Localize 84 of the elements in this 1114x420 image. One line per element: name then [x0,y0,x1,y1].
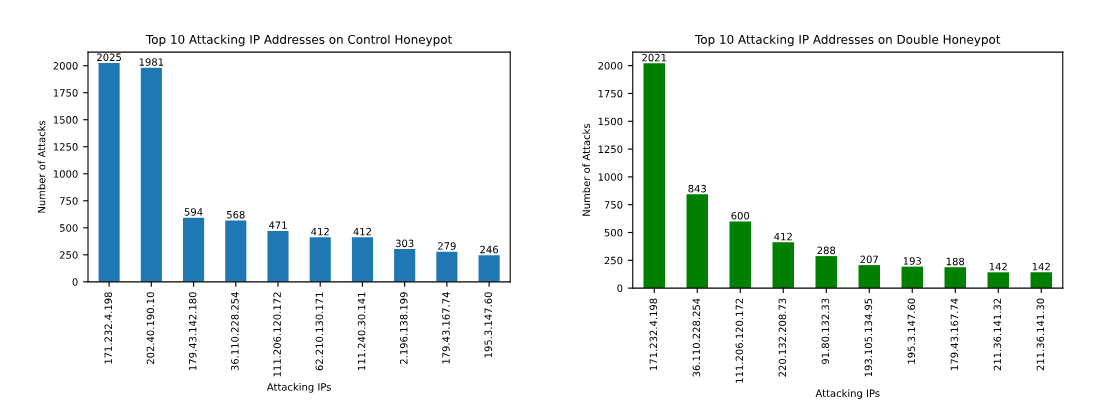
x-tick-label: 202.40.190.10 [146,292,155,364]
data-label: 412 [774,232,792,241]
y-tick-label: 0 [617,284,623,293]
data-label: 207 [860,255,878,264]
data-label: 600 [731,211,750,220]
bar [643,63,665,289]
bar [858,265,880,289]
data-label: 142 [1032,262,1050,271]
bar [815,256,837,289]
x-tick-label: 111.206.120.172 [273,292,281,377]
data-label: 471 [268,221,287,229]
data-label: 568 [227,210,245,219]
x-tick-label: 111.206.120.172 [735,298,744,383]
y-tick-label: 1750 [53,89,78,97]
data-label: 303 [395,239,414,248]
x-tick-label: 36.110.228.254 [231,292,239,371]
x-tick-label: 211.36.141.32 [993,298,1002,371]
x-axis-title: Attacking IPs [815,389,880,399]
chart-title: Top 10 Attacking IP Addresses on Control Honeypot [145,34,452,47]
bar [436,251,458,282]
data-label: 2021 [642,53,667,62]
y-tick-label: 1000 [53,170,78,178]
y-tick-label: 750 [604,201,623,209]
data-label: 412 [353,227,371,236]
data-label: 1981 [139,58,164,66]
x-tick-label: 179.43.167.74 [950,298,959,370]
y-axis-title: Number of Attacks [37,120,46,213]
bar [309,237,331,282]
y-tick-label: 250 [59,251,78,259]
y-tick-label: 1250 [53,143,78,151]
chart-title: Top 10 Attacking IP Addresses on Double Honeypot [694,34,1001,47]
y-tick-label: 2000 [53,62,78,70]
data-label: 594 [184,208,203,216]
bar [98,62,120,282]
x-tick-label: 179.43.142.180 [188,292,197,370]
y-tick-label: 1250 [598,145,623,154]
x-tick-label: 211.36.141.30 [1036,298,1045,371]
bar [1030,272,1053,289]
data-label: 246 [480,245,499,254]
y-tick-label: 500 [604,228,623,237]
bar [394,249,416,282]
bar [140,67,162,282]
bar [901,266,923,289]
y-tick-label: 1750 [598,89,623,98]
x-tick-label: 195.3.147.60 [907,298,916,364]
bar [686,194,708,289]
x-axis-title: Attacking IPs [266,382,331,393]
y-tick-label: 750 [60,197,78,205]
bar [772,242,794,289]
y-tick-label: 0 [72,278,78,286]
x-tick-label: 91.80.132.33 [821,298,830,365]
bar [478,255,500,282]
bar [944,267,967,289]
y-tick-label: 2000 [598,62,623,70]
x-tick-label: 2.196.138.199 [400,292,408,364]
data-label: 412 [311,227,329,236]
bar [351,237,373,282]
y-tick-label: 1000 [598,173,623,181]
data-label: 2025 [97,53,121,62]
bar [183,217,205,282]
x-tick-label: 62.210.130.171 [315,292,324,371]
x-tick-label: 111.240.30.141 [357,292,366,370]
y-tick-label: 500 [59,224,78,232]
x-tick-label: 171.232.4.198 [104,292,113,364]
x-tick-label: 193.105.134.95 [864,298,873,377]
y-tick-label: 250 [604,256,623,265]
y-axis-title: Number of Attacks [582,123,591,216]
data-label: 843 [688,184,706,193]
x-tick-label: 220.132.208.73 [778,298,787,377]
data-label: 193 [903,257,921,265]
x-tick-label: 36.110.228.254 [692,298,701,377]
x-tick-label: 195.3.147.60 [484,292,492,358]
y-tick-label: 1500 [53,116,78,124]
bar [729,221,751,289]
data-label: 279 [438,242,456,250]
data-label: 142 [989,262,1007,271]
bar [267,230,289,282]
x-tick-label: 179.43.167.74 [442,292,450,364]
x-tick-label: 171.232.4.198 [649,298,658,370]
y-tick-label: 1500 [598,117,623,126]
bar [225,220,247,282]
bar [987,272,1010,289]
data-label: 188 [946,257,965,266]
data-label: 288 [817,246,836,255]
